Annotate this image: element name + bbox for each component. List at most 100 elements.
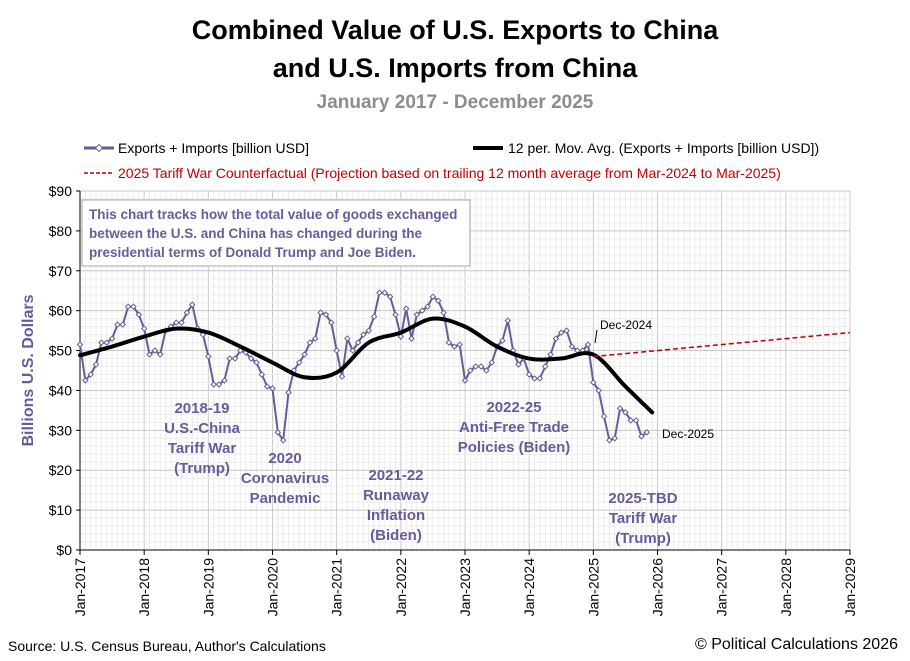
exports-imports-point (247, 355, 255, 362)
note-box (81, 199, 471, 267)
exports-imports-point (622, 409, 629, 416)
exports-imports-point (354, 339, 362, 346)
exports-imports-point (547, 351, 554, 358)
exports-imports-point (301, 351, 308, 358)
annotation-label: 2022-25 Anti-Free Trade Policies (Biden) (458, 399, 571, 456)
exports-imports-point (584, 341, 592, 348)
exports-imports-point (183, 309, 191, 316)
exports-imports-point (536, 375, 544, 382)
exports-imports-point (151, 347, 159, 354)
y-tick-label: $60 (49, 303, 73, 319)
annotation-line: (Biden) (370, 527, 422, 544)
exports-imports-point (574, 347, 581, 354)
exports-imports-point (312, 335, 319, 342)
annotation-line: 2022-25 (486, 399, 541, 416)
exports-imports-point (344, 335, 351, 342)
exports-imports-point (477, 363, 485, 370)
exports-imports-point (472, 363, 479, 370)
exports-imports-point (124, 303, 132, 310)
exports-imports-point (285, 389, 292, 396)
exports-imports-point (349, 347, 356, 354)
exports-imports-point (392, 311, 399, 318)
exports-imports-point (595, 387, 602, 394)
exports-imports-point (221, 377, 228, 384)
axes: $0 $10 $20 $30 $40 $50 $60 $70 $80 $90 Jan-2017 Jan… (20, 183, 858, 616)
annotation-line: (Trump) (174, 460, 230, 477)
annotation-line: Runaway (363, 487, 430, 504)
exports-imports-point (338, 373, 346, 380)
y-tick-label: $50 (49, 343, 73, 359)
x-tick-label: Jan-2024 (521, 558, 537, 617)
exports-imports-point (408, 335, 415, 342)
exports-imports-point (156, 351, 164, 358)
exports-imports-point (87, 371, 94, 378)
exports-imports-point (616, 405, 624, 412)
exports-imports-point (627, 417, 635, 424)
x-tick-label: Jan-2017 (72, 558, 88, 617)
exports-imports-point (210, 381, 217, 388)
exports-imports-point (140, 325, 148, 332)
annotation-line: Coronavirus (241, 470, 329, 487)
chart-title-line-1: Combined Value of U.S. Exports to China (191, 15, 719, 45)
exports-imports-point (274, 429, 282, 436)
exports-imports-point (82, 377, 89, 384)
exports-imports-point (258, 371, 266, 378)
exports-imports-point (541, 363, 549, 370)
counterfactual-line (593, 331, 851, 358)
exports-imports-point (557, 329, 565, 336)
exports-imports-point (98, 339, 105, 346)
exports-imports-point (483, 367, 490, 374)
exports-imports-point (456, 341, 463, 348)
note-text: This chart tracks how the total value of… (89, 207, 457, 260)
legend-label-moving-average: 12 per. Mov. Avg. (Exports + Imports [bi… (508, 140, 819, 156)
exports-imports-point (386, 293, 394, 300)
exports-imports-point (563, 327, 570, 334)
annotation-line: Policies (Biden) (458, 439, 571, 456)
exports-imports-point (119, 321, 127, 328)
annotation-line: Pandemic (250, 490, 321, 507)
annotation-line: Inflation (367, 507, 425, 524)
exports-imports-point (424, 303, 431, 310)
annotation-label: 2021-22 Runaway Inflation (Biden) (363, 467, 430, 544)
annotation-line: 2020 (268, 450, 301, 467)
exports-imports-point (638, 433, 645, 440)
legend-marker-exports-imports (94, 143, 104, 153)
annotation-line: 2018-19 (174, 400, 229, 417)
exports-imports-point (108, 335, 116, 342)
x-tick-label: Jan-2027 (714, 558, 730, 617)
series-layer (76, 289, 851, 444)
exports-imports-point (114, 321, 121, 328)
exports-imports-point (413, 311, 421, 318)
annotation-label: 2020 Coronavirus Pandemic (241, 450, 329, 507)
exports-imports-point (451, 343, 458, 350)
dec-2024-label: Dec-2024 (600, 318, 652, 332)
source-note: Source: U.S. Census Bureau, Author's Cal… (8, 638, 326, 654)
y-tick-label: $40 (49, 382, 73, 398)
x-tick-label: Jan-2021 (329, 558, 345, 617)
exports-imports-point (461, 377, 469, 384)
exports-imports-point (103, 339, 110, 346)
exports-imports-point (130, 303, 137, 310)
annotation-line: 2021-22 (368, 467, 423, 484)
annotation-line: Anti-Free Trade (459, 419, 569, 436)
exports-imports-point (643, 429, 651, 436)
exports-imports-point (295, 359, 303, 366)
exports-imports-point (606, 437, 613, 444)
exports-imports-point (263, 383, 271, 390)
exports-imports-point (333, 347, 340, 354)
x-tick-label: Jan-2018 (136, 558, 152, 617)
exports-imports-point (322, 311, 330, 318)
copyright-note: © Political Calculations 2026 (694, 636, 898, 653)
x-tick-label: Jan-2028 (778, 558, 794, 617)
exports-imports-point (135, 311, 143, 318)
exports-imports-point (515, 361, 522, 368)
dec-2025-label: Dec-2025 (662, 427, 714, 441)
legend-label-counterfactual: 2025 Tariff War Counterfactual (Projecti… (118, 165, 781, 181)
exports-imports-point (445, 339, 453, 346)
exports-imports-point (435, 297, 442, 304)
note-text-line: This chart tracks how the total value of… (89, 207, 457, 222)
exports-imports-point (504, 317, 512, 324)
y-tick-label: $0 (56, 542, 72, 558)
x-tick-label: Jan-2022 (393, 558, 409, 617)
exports-imports-point (499, 337, 506, 344)
